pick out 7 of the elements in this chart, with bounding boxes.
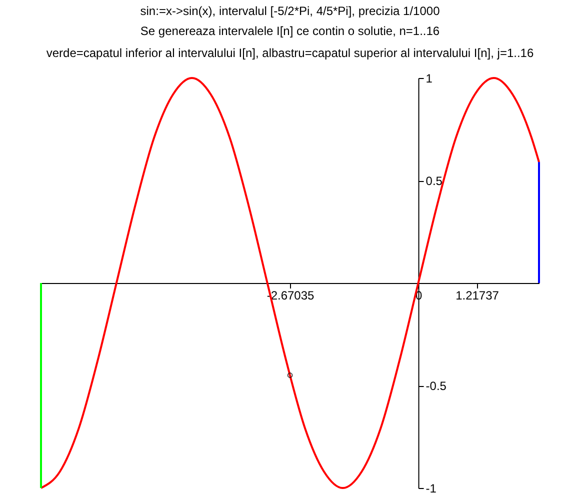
y-tick-label: 0.5 — [426, 174, 443, 188]
x-tick-label: 1.21737 — [456, 288, 500, 302]
chart-title: sin:=x->sin(x), intervalul [-5/2*Pi, 4/5*Pi], precizia 1/1000 — [140, 4, 440, 18]
y-tick-label: 1 — [426, 72, 433, 86]
chart-subtitle: Se genereaza intervalele I[n] ce contin o solutie, n=1..16 verde=capatul inferior al intervalului I[n], albastru=capatul superior al intervalului I[n], j=1..16 — [46, 24, 534, 60]
y-tick-label: -1 — [426, 482, 437, 496]
y-tick-label: -0.5 — [426, 379, 447, 393]
